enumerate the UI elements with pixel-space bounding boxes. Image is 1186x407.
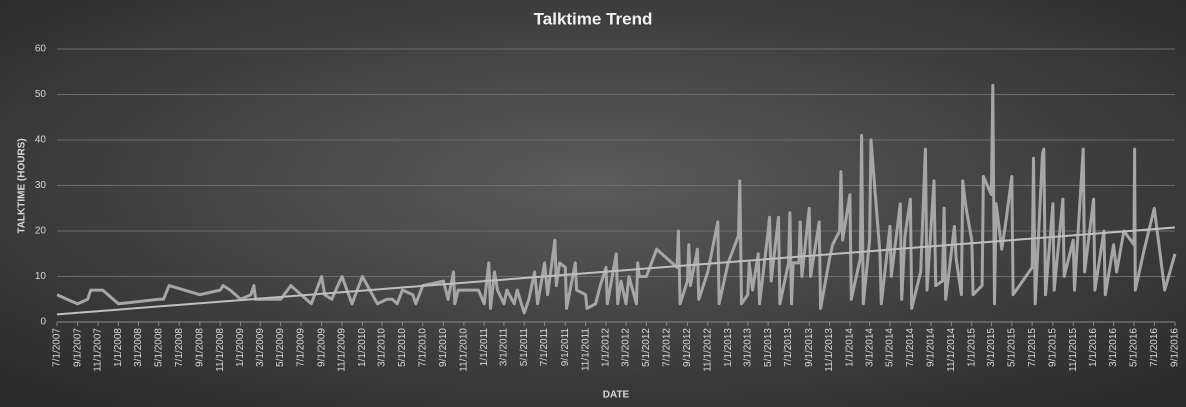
- x-tick-label: 11/1/2010: [458, 328, 469, 372]
- x-tick-label: 7/1/2010: [417, 328, 428, 367]
- x-tick-label: 11/1/2011: [580, 328, 591, 371]
- x-tick-label: 9/1/2015: [1047, 328, 1058, 367]
- x-axis-title: DATE: [603, 390, 630, 401]
- chart-title: Talktime Trend: [534, 9, 653, 28]
- x-tick-label: 9/1/2013: [804, 328, 815, 367]
- x-tick-label: 5/1/2013: [763, 328, 774, 367]
- x-tick-label: 7/1/2011: [539, 328, 550, 367]
- x-tick-label: 3/1/2015: [986, 328, 997, 367]
- x-tick-label: 11/1/2007: [93, 328, 104, 372]
- x-tick-label: 9/1/2012: [682, 328, 693, 367]
- y-axis-title: TALKTIME (HOURS): [17, 138, 28, 233]
- x-tick-label: 1/1/2009: [235, 328, 246, 367]
- x-tick-label: 7/1/2015: [1027, 328, 1038, 367]
- y-tick-label: 50: [35, 89, 47, 100]
- x-tick-label: 7/1/2007: [52, 328, 63, 367]
- x-tick-label: 9/1/2011: [560, 328, 571, 367]
- x-tick-label: 5/1/2012: [641, 328, 652, 367]
- x-tick-label: 9/1/2009: [316, 328, 327, 367]
- x-tick-label: 3/1/2014: [864, 328, 875, 367]
- y-tick-label: 30: [35, 180, 47, 191]
- x-tick-label: 7/1/2013: [783, 328, 794, 367]
- x-tick-label: 1/1/2011: [479, 328, 490, 367]
- x-tick-label: 11/1/2009: [337, 328, 348, 372]
- x-tick-label: 3/1/2016: [1108, 328, 1119, 367]
- x-tick-label: 1/1/2013: [723, 328, 734, 367]
- x-tick-label: 5/1/2014: [885, 328, 896, 367]
- x-tick-label: 5/1/2009: [275, 328, 286, 367]
- x-tick-label: 3/1/2009: [255, 328, 266, 367]
- x-tick-label: 5/1/2008: [153, 328, 164, 367]
- x-tick-label: 1/1/2016: [1088, 328, 1099, 367]
- x-tick-label: 11/1/2013: [824, 328, 835, 372]
- x-tick-label: 3/1/2013: [742, 328, 753, 367]
- x-tick-label: 1/1/2008: [113, 328, 124, 367]
- x-tick-label: 5/1/2011: [519, 328, 530, 367]
- x-tick-label: 5/1/2015: [1006, 328, 1017, 367]
- y-tick-label: 40: [35, 135, 47, 146]
- x-tick-label: 7/1/2016: [1149, 328, 1160, 367]
- x-tick-label: 7/1/2008: [174, 328, 185, 367]
- x-tick-label: 5/1/2016: [1129, 328, 1140, 367]
- x-tick-label: 9/1/2014: [926, 328, 937, 367]
- y-tick-label: 60: [35, 44, 47, 55]
- trendline: [56, 226, 1176, 316]
- x-tick-label: 3/1/2012: [621, 328, 632, 367]
- x-tick-label: 1/1/2015: [966, 328, 977, 367]
- x-tick-label: 3/1/2008: [133, 328, 144, 367]
- x-tick-label: 1/1/2012: [601, 328, 612, 367]
- y-tick-label: 0: [40, 317, 46, 328]
- x-tick-label: 3/1/2010: [377, 328, 388, 367]
- x-tick-label: 7/1/2012: [661, 328, 672, 367]
- y-tick-label: 10: [35, 271, 47, 282]
- x-tick-label: 1/1/2010: [357, 328, 368, 367]
- y-tick-label: 20: [35, 226, 47, 237]
- x-tick-label: 9/1/2016: [1170, 328, 1181, 367]
- x-tick-label: 11/1/2012: [702, 328, 713, 372]
- data-line: [56, 83, 1177, 315]
- x-tick-label: 5/1/2010: [397, 328, 408, 367]
- x-tick-label: 7/1/2014: [905, 328, 916, 367]
- x-tick-label: 11/1/2008: [215, 328, 226, 372]
- x-tick-label: 3/1/2011: [499, 328, 510, 367]
- x-tick-label: 1/1/2014: [845, 328, 856, 367]
- x-tick-label: 9/1/2010: [438, 328, 449, 367]
- x-tick-label: 11/1/2014: [946, 328, 957, 372]
- x-tick-label: 9/1/2007: [72, 328, 83, 367]
- x-tick-label: 11/1/2015: [1068, 328, 1079, 372]
- x-tick-label: 7/1/2009: [296, 328, 307, 367]
- x-tick-label: 9/1/2008: [194, 328, 205, 367]
